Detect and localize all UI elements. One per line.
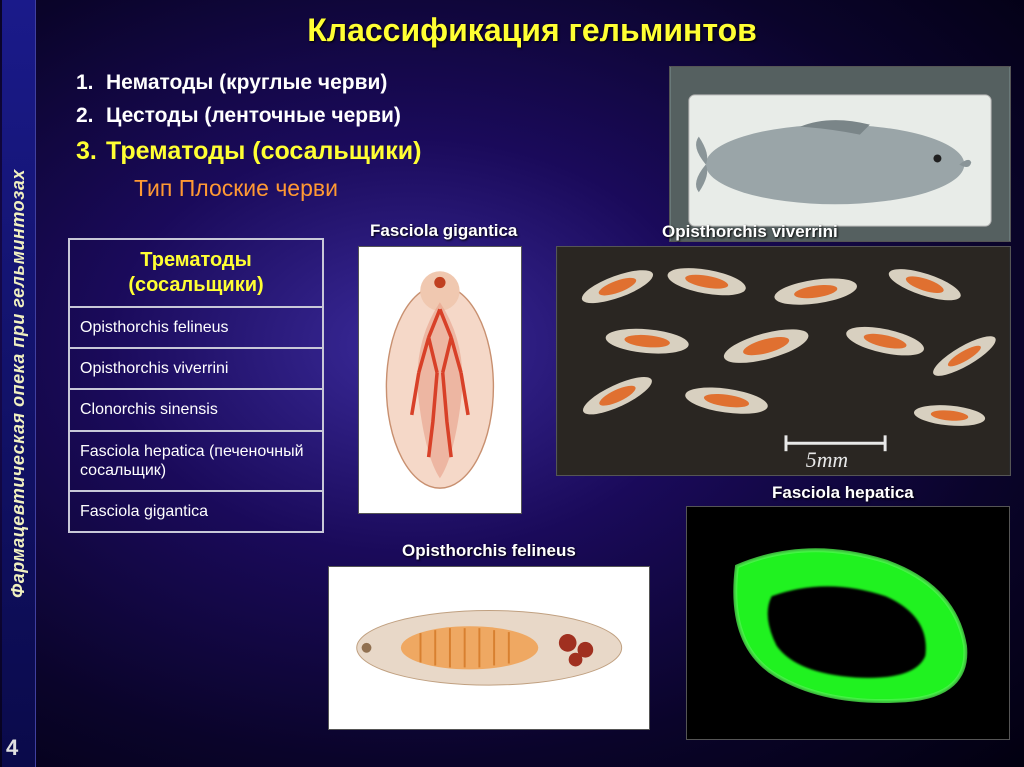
flukes-icon: 5mm [557,247,1010,475]
image-fish-tray [669,66,1011,242]
table-row: Fasciola hepatica (печеночный сосальщик) [69,431,323,491]
table-row: Clonorchis sinensis [69,389,323,430]
svg-text:5mm: 5mm [806,448,848,472]
worm-icon [342,583,636,713]
green-worm-icon [687,507,1009,739]
table-row: Fasciola gigantica [69,491,323,532]
image-label: Opisthorchis viverrini [662,222,838,242]
image-fasciola-hepatica [686,506,1010,740]
image-label: Fasciola gigantica [370,221,517,241]
fish-icon [670,67,1010,241]
table-header: Трематоды (сосальщики) [69,239,323,307]
image-label: Fasciola hepatica [772,483,914,503]
sidebar: Фармацевтическая опека при гельминтозах [2,0,36,767]
table-row: Opisthorchis viverrini [69,348,323,389]
table-row: Opisthorchis felineus [69,307,323,348]
image-viverrini: 5mm [556,246,1011,476]
page-number: 4 [6,735,18,761]
main-title: Классификация гельминтов [40,0,1024,49]
image-label: Opisthorchis felineus [402,541,576,561]
image-opisthorchis-single [328,566,650,730]
fluke-icon [367,260,513,499]
sidebar-title: Фармацевтическая опека при гельминтозах [8,169,29,598]
slide-content: Классификация гельминтов 1.Нематоды (кру… [40,0,1024,767]
trematodes-table: Трематоды (сосальщики) Opisthorchis feli… [68,238,324,533]
image-fasciola-gigantica [358,246,522,514]
